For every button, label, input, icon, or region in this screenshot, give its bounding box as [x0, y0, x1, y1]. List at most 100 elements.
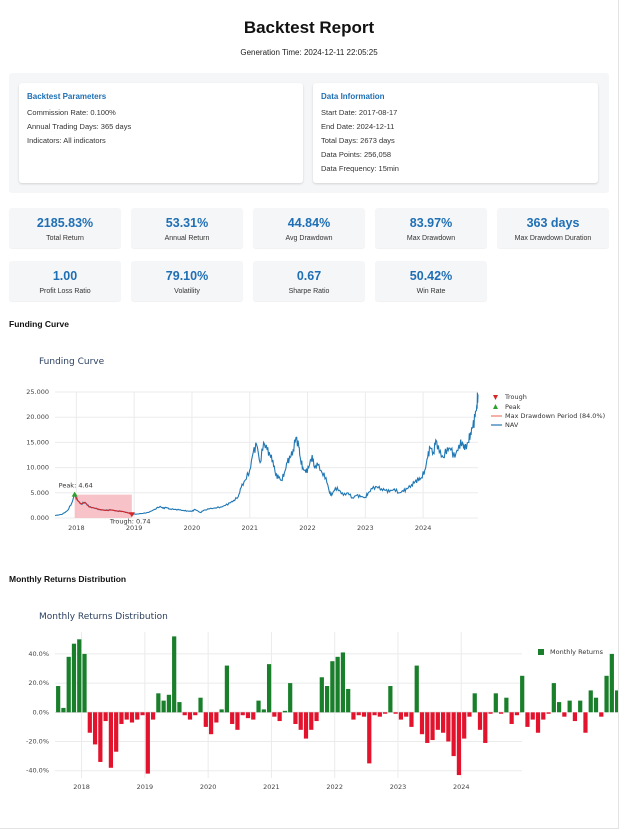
- monthly-return-bar: [467, 712, 472, 717]
- data-info-line: End Date: 2024-12-11: [321, 122, 395, 131]
- monthly-return-bar: [61, 707, 66, 713]
- monthly-return-bar: [614, 690, 618, 713]
- monthly-return-bar: [419, 712, 425, 735]
- param-line: Annual Trading Days: 365 days: [27, 122, 132, 131]
- monthly-returns-chart: Monthly Returns Distribution 40.0% 20.0% 0.…: [26, 612, 618, 791]
- page-title: Backtest Report: [243, 18, 375, 37]
- monthly-return-bar: [119, 712, 124, 724]
- metric-total-return: 2185.83% Total Return: [9, 208, 121, 248]
- metric-label: Avg Drawdown: [285, 235, 333, 242]
- monthly-return-bar: [124, 712, 129, 720]
- metric-value: 79.10%: [165, 269, 209, 283]
- monthly-return-bar: [303, 712, 309, 739]
- x-tick-label: 2022: [326, 783, 343, 791]
- x-tick-label: 2018: [68, 524, 85, 532]
- monthly-return-bar: [346, 688, 351, 713]
- monthly-return-bar: [261, 709, 266, 713]
- monthly-return-bar: [108, 712, 114, 768]
- monthly-return-bar: [356, 712, 361, 716]
- legend-label: Max Drawdown Period (84.0%): [505, 412, 605, 420]
- monthly-return-bar: [493, 693, 498, 713]
- monthly-return-bar: [372, 712, 377, 716]
- monthly-return-bar: [583, 712, 588, 733]
- trough-marker: [128, 512, 135, 518]
- monthly-return-bar: [319, 677, 324, 713]
- drawdown-period-area: [74, 494, 132, 518]
- metric-value: 44.84%: [287, 216, 331, 230]
- monthly-return-bar: [193, 712, 198, 716]
- monthly-return-bar: [393, 712, 398, 714]
- monthly-return-bar: [288, 683, 293, 713]
- monthly-return-bar: [404, 712, 409, 717]
- monthly-return-bar: [477, 712, 483, 730]
- y-tick-label: 5.000: [30, 489, 49, 497]
- monthly-return-bar: [351, 712, 356, 720]
- y-tick-label: -40.0%: [26, 767, 49, 775]
- monthly-return-bar: [98, 712, 103, 762]
- monthly-return-bar: [77, 639, 82, 713]
- metric-value: 53.31%: [165, 216, 209, 230]
- monthly-return-bar: [156, 693, 161, 713]
- monthly-return-bar: [309, 712, 314, 730]
- monthly-return-bar: [520, 675, 525, 713]
- funding-curve-chart: Funding Curve 0.000 5.000 10.000 15.000 20.00…: [26, 357, 605, 532]
- info-panel: Backtest Parameters Commission Rate: 0.1…: [9, 73, 609, 193]
- monthly-return-bar: [251, 712, 256, 720]
- metric-value: 50.42%: [409, 269, 453, 283]
- monthly-return-bar: [446, 712, 451, 742]
- monthly-return-bar: [293, 712, 298, 724]
- monthly-return-bar: [572, 712, 578, 722]
- monthly-return-bar: [377, 712, 382, 717]
- y-tick-label: 0.0%: [32, 708, 49, 716]
- param-line: Commission Rate: 0.100%: [27, 108, 116, 117]
- y-tick-label: 20.000: [26, 413, 49, 421]
- y-tick-label: 20.0%: [28, 679, 49, 687]
- nav-line: [54, 392, 479, 517]
- monthly-returns-heading: Monthly Returns Distribution: [9, 574, 127, 584]
- monthly-return-bar: [182, 712, 187, 716]
- monthly-return-bar: [567, 700, 572, 713]
- monthly-return-bar: [245, 712, 251, 719]
- monthly-return-bar: [277, 712, 282, 722]
- monthly-return-bar: [535, 712, 541, 733]
- monthly-return-bar: [398, 712, 404, 720]
- metric-value: 2185.83%: [36, 216, 94, 230]
- monthly-return-bar: [340, 652, 346, 713]
- legend-trough-symbol: [493, 395, 498, 400]
- y-tick-label: 10.000: [26, 464, 49, 472]
- monthly-return-bar: [114, 712, 119, 752]
- monthly-return-bar: [198, 697, 203, 713]
- y-tick-label: 0.000: [30, 514, 49, 522]
- metric-max-drawdown-duration: 363 days Max Drawdown Duration: [497, 208, 609, 248]
- metric-label: Annual Return: [164, 235, 210, 242]
- monthly-return-bar: [177, 702, 182, 713]
- drawdown-nav-line: [74, 494, 133, 515]
- x-tick-label: 2021: [241, 524, 258, 532]
- x-tick-label: 2018: [73, 783, 90, 791]
- metric-label: Total Return: [46, 235, 84, 242]
- monthly-return-bar: [150, 712, 156, 720]
- x-tick-label: 2019: [137, 783, 154, 791]
- monthly-return-bar: [314, 712, 319, 722]
- monthly-return-bar: [514, 712, 520, 716]
- monthly-return-bar: [382, 712, 388, 714]
- monthly-return-bar: [498, 712, 504, 714]
- funding-curve-heading: Funding Curve: [9, 319, 69, 329]
- monthly-return-bar: [161, 700, 166, 713]
- monthly-return-bar: [129, 712, 135, 723]
- monthly-return-bar: [330, 661, 335, 713]
- chart-title: Monthly Returns Distribution: [39, 612, 168, 622]
- metric-win-rate: 50.42% Win Rate: [375, 261, 487, 301]
- metric-label: Sharpe Ratio: [288, 288, 330, 295]
- monthly-return-bar: [66, 656, 71, 713]
- data-info-line: Total Days: 2673 days: [321, 136, 395, 145]
- monthly-return-bar: [187, 712, 193, 720]
- monthly-return-bar: [282, 710, 288, 713]
- param-line: Indicators: All indicators: [27, 136, 106, 145]
- monthly-return-bar: [556, 702, 562, 713]
- metric-annual-return: 53.31% Annual Return: [131, 208, 243, 248]
- monthly-return-bar: [203, 712, 208, 727]
- monthly-return-bar: [409, 712, 414, 727]
- x-tick-label: 2024: [453, 783, 470, 791]
